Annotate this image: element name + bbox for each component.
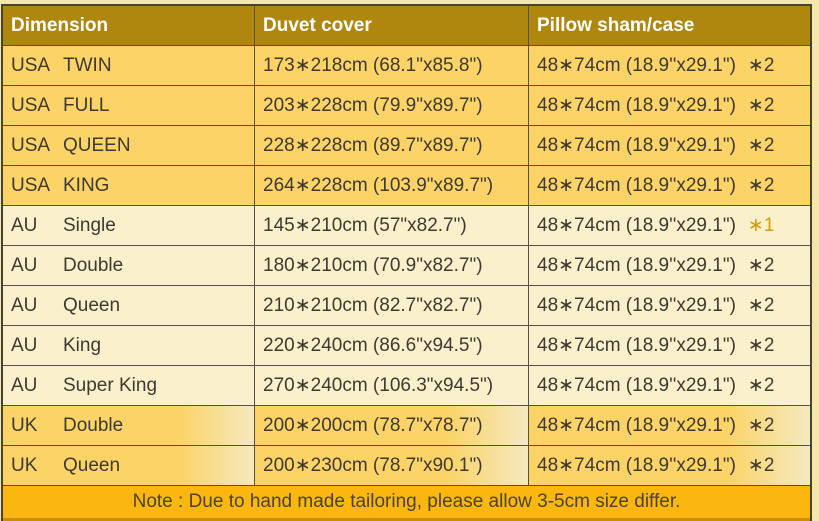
pillow-qty: ∗2	[747, 335, 775, 356]
dimension-cell: AU Super King	[3, 366, 255, 406]
duvet-size: 180∗210cm (70.9"x82.7")	[263, 255, 483, 276]
pillow-qty: ∗2	[747, 375, 775, 396]
pillow-cell: 48∗74cm (18.9''x29.1") ∗2	[529, 286, 810, 326]
region-label: USA	[11, 174, 51, 196]
column-header-pillow-sham: Pillow sham/case	[529, 6, 810, 46]
size-label: Super King	[63, 374, 158, 396]
pillow-size: 48∗74cm (18.9''x29.1")	[537, 215, 736, 236]
duvet-cell: 200∗200cm (78.7"x78.7")	[255, 406, 529, 446]
duvet-size: 228∗228cm (89.7"x89.7")	[263, 135, 483, 156]
duvet-size: 200∗230cm (78.7"x90.1")	[263, 455, 483, 476]
dimension-cell: USA TWIN	[3, 46, 255, 86]
duvet-size: 200∗200cm (78.7"x78.7")	[263, 415, 483, 436]
pillow-qty: ∗2	[747, 175, 775, 196]
pillow-cell: 48∗74cm (18.9''x29.1") ∗2	[529, 126, 810, 166]
size-chart-table: Dimension Duvet cover Pillow sham/case U…	[1, 4, 812, 521]
region-label: USA	[11, 94, 51, 116]
region-label: UK	[11, 414, 38, 436]
duvet-cell: 180∗210cm (70.9"x82.7")	[255, 246, 529, 286]
pillow-cell: 48∗74cm (18.9''x29.1") ∗2	[529, 446, 810, 486]
pillow-qty: ∗1	[747, 215, 775, 236]
pillow-qty: ∗2	[747, 415, 775, 436]
dimension-cell: USA KING	[3, 166, 255, 206]
column-header-duvet-cover: Duvet cover	[255, 6, 529, 46]
duvet-size: 220∗240cm (86.6"x94.5")	[263, 335, 483, 356]
pillow-qty: ∗2	[747, 295, 775, 316]
size-label: Double	[63, 254, 124, 276]
pillow-size: 48∗74cm (18.9''x29.1")	[537, 55, 736, 76]
pillow-size: 48∗74cm (18.9''x29.1")	[537, 375, 736, 396]
size-label: King	[63, 334, 102, 356]
pillow-size: 48∗74cm (18.9''x29.1")	[537, 295, 736, 316]
duvet-cell: 210∗210cm (82.7"x82.7")	[255, 286, 529, 326]
pillow-cell: 48∗74cm (18.9''x29.1") ∗2	[529, 366, 810, 406]
duvet-cell: 220∗240cm (86.6"x94.5")	[255, 326, 529, 366]
pillow-qty: ∗2	[747, 455, 775, 476]
duvet-size: 145∗210cm (57"x82.7")	[263, 215, 467, 236]
pillow-size: 48∗74cm (18.9''x29.1")	[537, 255, 736, 276]
dimension-cell: USA QUEEN	[3, 126, 255, 166]
region-label: AU	[11, 334, 38, 356]
duvet-size: 173∗218cm (68.1"x85.8")	[263, 55, 483, 76]
region-label: AU	[11, 294, 38, 316]
pillow-size: 48∗74cm (18.9''x29.1")	[537, 175, 736, 196]
size-label: QUEEN	[63, 134, 131, 156]
size-label: FULL	[63, 94, 110, 116]
note-banner: Note : Due to hand made tailoring, pleas…	[3, 486, 810, 521]
pillow-size: 48∗74cm (18.9''x29.1")	[537, 455, 736, 476]
region-label: USA	[11, 134, 51, 156]
pillow-cell: 48∗74cm (18.9''x29.1") ∗2	[529, 406, 810, 446]
duvet-cell: 264∗228cm (103.9"x89.7")	[255, 166, 529, 206]
size-label: Single	[63, 214, 116, 236]
pillow-cell: 48∗74cm (18.9''x29.1") ∗2	[529, 326, 810, 366]
pillow-size: 48∗74cm (18.9''x29.1")	[537, 415, 736, 436]
dimension-cell: UK Queen	[3, 446, 255, 486]
duvet-size: 203∗228cm (79.9"x89.7")	[263, 95, 483, 116]
dimension-cell: AU King	[3, 326, 255, 366]
duvet-size: 264∗228cm (103.9"x89.7")	[263, 175, 494, 196]
pillow-qty: ∗2	[747, 55, 775, 76]
pillow-cell: 48∗74cm (18.9''x29.1") ∗2	[529, 166, 810, 206]
duvet-cell: 228∗228cm (89.7"x89.7")	[255, 126, 529, 166]
duvet-cell: 203∗228cm (79.9"x89.7")	[255, 86, 529, 126]
duvet-cell: 173∗218cm (68.1"x85.8")	[255, 46, 529, 86]
region-label: UK	[11, 454, 38, 476]
dimension-cell: AU Single	[3, 206, 255, 246]
region-label: USA	[11, 54, 51, 76]
duvet-cell: 145∗210cm (57"x82.7")	[255, 206, 529, 246]
region-label: AU	[11, 374, 38, 396]
dimension-cell: USA FULL	[3, 86, 255, 126]
region-label: AU	[11, 214, 38, 236]
pillow-cell: 48∗74cm (18.9''x29.1") ∗2	[529, 86, 810, 126]
pillow-cell: 48∗74cm (18.9''x29.1") ∗2	[529, 46, 810, 86]
pillow-size: 48∗74cm (18.9''x29.1")	[537, 335, 736, 356]
duvet-size: 210∗210cm (82.7"x82.7")	[263, 295, 483, 316]
dimension-cell: UK Double	[3, 406, 255, 446]
size-label: Queen	[63, 294, 121, 316]
size-label: KING	[63, 174, 110, 196]
pillow-cell: 48∗74cm (18.9''x29.1") ∗1	[529, 206, 810, 246]
pillow-qty: ∗2	[747, 95, 775, 116]
duvet-cell: 270∗240cm (106.3"x94.5")	[255, 366, 529, 406]
region-label: AU	[11, 254, 38, 276]
pillow-cell: 48∗74cm (18.9''x29.1") ∗2	[529, 246, 810, 286]
duvet-size: 270∗240cm (106.3"x94.5")	[263, 375, 494, 396]
duvet-cell: 200∗230cm (78.7"x90.1")	[255, 446, 529, 486]
size-label: TWIN	[63, 54, 112, 76]
dimension-cell: AU Queen	[3, 286, 255, 326]
dimension-cell: AU Double	[3, 246, 255, 286]
pillow-size: 48∗74cm (18.9''x29.1")	[537, 95, 736, 116]
pillow-qty: ∗2	[747, 135, 775, 156]
size-label: Double	[63, 414, 124, 436]
pillow-size: 48∗74cm (18.9''x29.1")	[537, 135, 736, 156]
column-header-dimension: Dimension	[3, 6, 255, 46]
pillow-qty: ∗2	[747, 255, 775, 276]
size-label: Queen	[63, 454, 121, 476]
